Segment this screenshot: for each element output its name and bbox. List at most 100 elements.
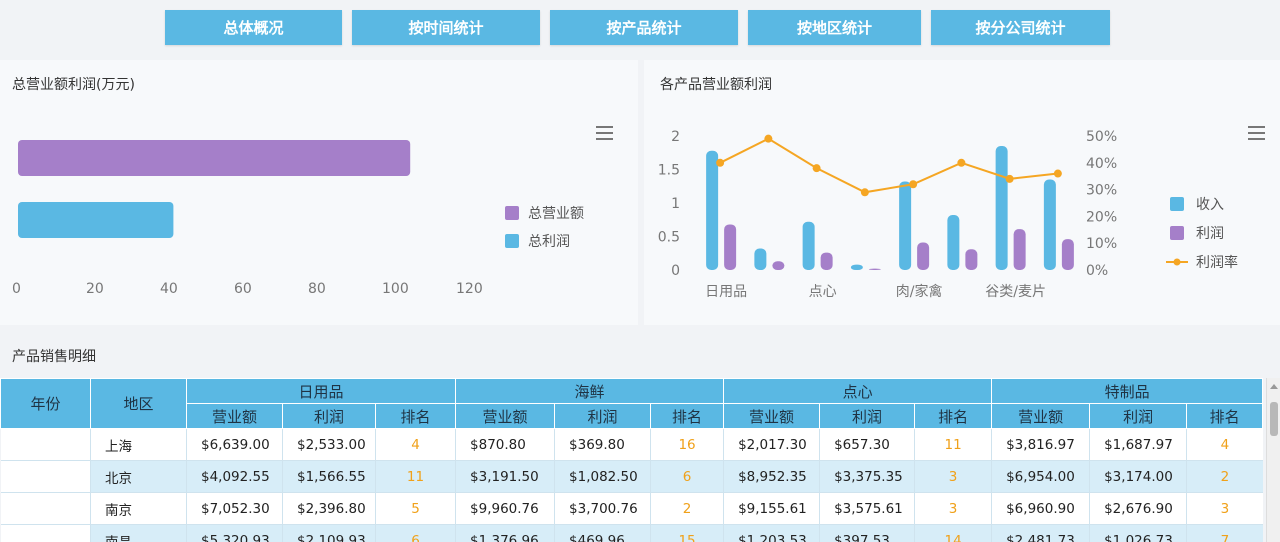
hamburger-icon[interactable] (1248, 126, 1265, 140)
sub-header[interactable]: 营业额 (455, 403, 556, 429)
y-tick-label: 0.5 (658, 230, 680, 246)
top-tab-bar: 总体概况 按时间统计 按产品统计 按地区统计 按分公司统计 (0, 0, 1280, 52)
scroll-up-icon[interactable] (1270, 384, 1278, 389)
x-category-label: 日用品 (705, 284, 747, 300)
revenue-cell: $6,639.00 (186, 428, 283, 461)
sub-header[interactable]: 利润 (819, 403, 916, 429)
y2-tick-label: 40% (1086, 156, 1117, 172)
y-tick-label: 1.5 (658, 163, 680, 179)
scroll-thumb[interactable] (1270, 402, 1278, 436)
rank-cell: 11 (374, 460, 456, 493)
rank-cell: 3 (1186, 492, 1263, 525)
x-tick-label: 40 (160, 281, 178, 297)
bar-profit (868, 268, 881, 270)
revenue-cell: $5,320.93 (186, 524, 283, 542)
rank-cell: 16 (650, 428, 724, 461)
revenue-cell: $1,203.53 (723, 524, 820, 542)
point-profit-rate (1053, 169, 1062, 178)
bar-revenue (754, 248, 767, 270)
line-profit-rate (719, 137, 1058, 194)
sub-header[interactable]: 利润 (1089, 403, 1188, 429)
x-tick-label: 100 (382, 281, 409, 297)
x-tick-label: 60 (234, 281, 252, 297)
region-cell: 南京 (90, 492, 187, 525)
sub-header[interactable]: 排名 (1186, 403, 1264, 429)
group-header: 特制品 (991, 378, 1264, 404)
tab-by-time[interactable]: 按时间统计 (352, 10, 540, 45)
profit-cell: $1,566.55 (282, 460, 376, 493)
point-profit-rate (1005, 174, 1014, 183)
bar-profit (1061, 239, 1074, 270)
legend-label: 利润 (1196, 226, 1224, 242)
bar-revenue (850, 264, 863, 270)
rank-cell: 5 (374, 492, 456, 525)
rank-cell: 4 (1186, 428, 1263, 461)
profit-cell: $397.53 (819, 524, 915, 542)
profit-cell: $1,082.50 (554, 460, 651, 493)
rank-cell: 4 (374, 428, 456, 461)
sub-header[interactable]: 利润 (282, 403, 376, 429)
revenue-cell: $7,052.30 (186, 492, 283, 525)
bar-profit (820, 252, 833, 270)
region-cell: 上海 (90, 428, 187, 461)
profit-cell: $369.80 (554, 428, 651, 461)
year-cell (0, 428, 91, 461)
tab-by-product[interactable]: 按产品统计 (550, 10, 738, 45)
table-row: 南京 $7,052.30 $2,396.80 5 $9,960.76 $3,700.76 2… (0, 492, 1263, 525)
column-header-region[interactable]: 地区 (90, 378, 187, 429)
sub-header[interactable]: 排名 (650, 403, 725, 429)
revenue-profit-panel: 总营业额利润(万元) 0 20 40 60 80 100 120 总营业额 总利润 (0, 60, 638, 325)
year-cell (0, 460, 91, 493)
rank-cell: 2 (1186, 460, 1263, 493)
rank-cell: 11 (914, 428, 992, 461)
rank-cell: 14 (914, 524, 992, 542)
rank-cell: 15 (650, 524, 724, 542)
tab-overview[interactable]: 总体概况 (165, 10, 342, 45)
sub-header[interactable]: 营业额 (723, 403, 821, 429)
legend-label: 总利润 (528, 234, 570, 250)
sub-header[interactable]: 排名 (914, 403, 993, 429)
x-category-label: 谷类/麦片 (985, 284, 1046, 300)
profit-cell: $3,700.76 (554, 492, 651, 525)
profit-cell: $2,533.00 (282, 428, 376, 461)
table-title: 产品销售明细 (12, 349, 96, 365)
x-tick-label: 20 (86, 281, 104, 297)
point-profit-rate (764, 134, 773, 143)
revenue-cell: $9,155.61 (723, 492, 820, 525)
table-scrollbar[interactable] (1266, 378, 1280, 542)
profit-cell: $2,109.93 (282, 524, 376, 542)
tab-by-region[interactable]: 按地区统计 (748, 10, 921, 45)
revenue-cell: $3,191.50 (455, 460, 555, 493)
sub-header[interactable]: 排名 (374, 403, 457, 429)
legend-swatch (505, 206, 519, 220)
group-header: 点心 (723, 378, 993, 404)
legend-marker (1173, 258, 1181, 266)
sub-header[interactable]: 利润 (554, 403, 652, 429)
revenue-cell: $6,954.00 (991, 460, 1090, 493)
tab-by-branch[interactable]: 按分公司统计 (931, 10, 1110, 45)
rank-cell: 3 (914, 460, 992, 493)
table-row: 北京 $4,092.55 $1,566.55 11 $3,191.50 $1,082.50… (0, 460, 1263, 493)
profit-cell: $1,026.73 (1089, 524, 1187, 542)
legend-label: 利润率 (1196, 254, 1238, 271)
column-header-year[interactable]: 年份 (0, 378, 91, 429)
profit-cell: $2,676.90 (1089, 492, 1187, 525)
y2-tick-label: 20% (1086, 209, 1117, 225)
bar-revenue (802, 221, 815, 270)
profit-cell: $2,396.80 (282, 492, 376, 525)
revenue-cell: $8,952.35 (723, 460, 820, 493)
bar-profit (965, 249, 978, 270)
revenue-cell: $1,376.96 (455, 524, 555, 542)
x-tick-label: 80 (308, 281, 326, 297)
y-tick-label: 0 (671, 263, 680, 279)
sub-header[interactable]: 营业额 (186, 403, 283, 429)
point-profit-rate (909, 180, 918, 189)
bar-revenue (706, 150, 719, 270)
sub-header[interactable]: 营业额 (991, 403, 1091, 429)
region-cell: 南昌 (90, 524, 187, 542)
legend-label: 总营业额 (528, 206, 584, 222)
bar-revenue (1043, 179, 1056, 270)
bar-revenue (947, 215, 960, 270)
hamburger-icon[interactable] (596, 126, 613, 140)
revenue-cell: $4,092.55 (186, 460, 283, 493)
